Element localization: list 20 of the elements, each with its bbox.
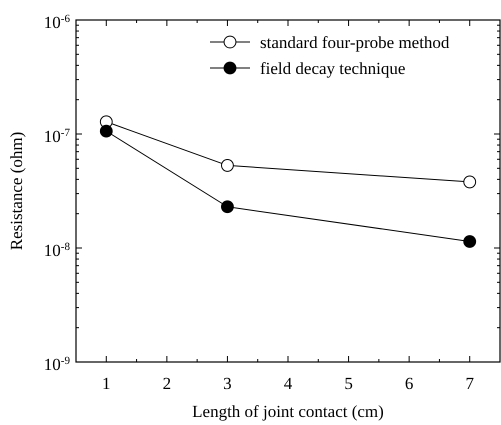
x-axis-title: Length of joint contact (cm) xyxy=(192,402,384,421)
y-tick-label: 10$^{-7}$ xyxy=(44,127,70,146)
legend-label: standard four-probe method xyxy=(260,33,450,52)
x-tick-label: 3 xyxy=(223,374,232,393)
x-tick-label: 6 xyxy=(404,374,414,393)
point xyxy=(100,124,113,138)
y-tick-label: 10$^{-6}$ xyxy=(44,13,70,32)
y-tick-label: 10$^{-9}$ xyxy=(44,355,70,374)
x-tick-label: 1 xyxy=(102,374,111,393)
x-tick-label: 7 xyxy=(465,374,474,393)
point xyxy=(221,159,234,172)
point xyxy=(463,235,476,248)
point xyxy=(221,200,234,214)
point xyxy=(463,176,476,188)
x-tick-label: 2 xyxy=(162,374,172,393)
x-tick-label: 4 xyxy=(284,374,293,393)
y-tick-label: 10$^{-8}$ xyxy=(44,241,70,260)
y-axis-title: Resistance (ohm) xyxy=(7,132,26,250)
legend-label: field decay technique xyxy=(260,59,406,78)
x-tick-label: 5 xyxy=(344,374,353,393)
